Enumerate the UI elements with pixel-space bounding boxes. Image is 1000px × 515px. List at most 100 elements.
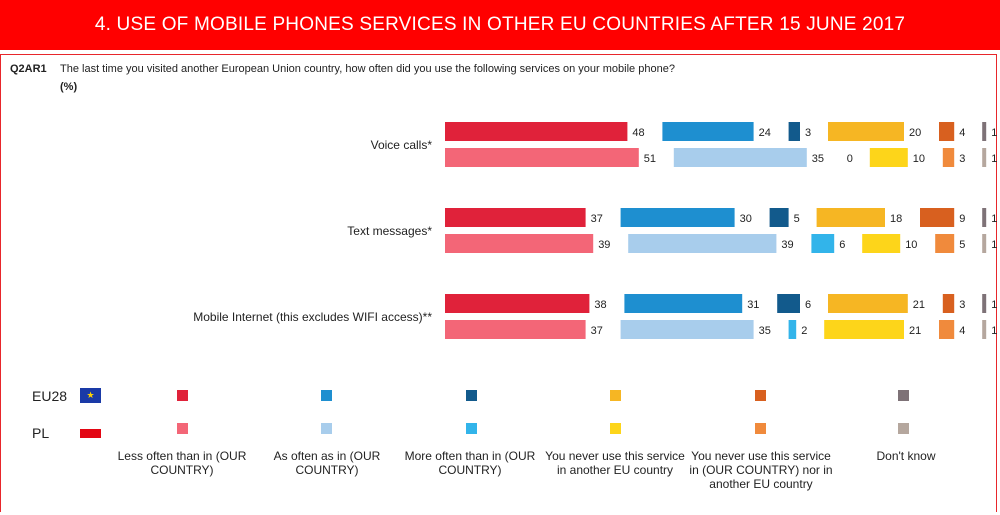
data-label: 0: [847, 153, 853, 165]
data-label: 24: [759, 127, 771, 139]
bar-pl-less-often: [445, 148, 639, 167]
legend-row-pl: PL: [32, 425, 50, 441]
data-label: 1: [991, 127, 997, 139]
legend-label-as-often: As often as in (OUR COUNTRY): [273, 449, 381, 477]
data-label: 3: [959, 299, 965, 311]
data-label: 51: [644, 153, 656, 165]
data-label: 2: [801, 325, 807, 337]
bar-eu28-less-often: [445, 294, 590, 313]
data-label: 39: [781, 239, 793, 251]
legend-swatch-pl-more-often: [466, 423, 477, 434]
bar-pl-as-often: [673, 148, 807, 167]
bar-pl-never-eu: [869, 148, 908, 167]
bar-pl-never-both: [935, 234, 955, 253]
data-label: 10: [913, 153, 925, 165]
question-code: Q2AR1: [10, 63, 47, 75]
legend-label-less-often: Less often than in (OUR COUNTRY): [117, 449, 247, 477]
chart-frame: [0, 54, 997, 512]
bar-pl-never-eu: [862, 234, 901, 253]
bar-pl-as-often: [628, 234, 777, 253]
bar-eu28-never-eu: [828, 122, 904, 141]
legend-swatch-eu28-never-both: [755, 390, 766, 401]
bar-eu28-never-both: [942, 294, 955, 313]
data-label: 3: [959, 153, 965, 165]
legend-label-never-both: You never use this service in (OUR COUNT…: [689, 449, 833, 491]
bar-pl-dont-know: [982, 234, 987, 253]
question-text: The last time you visited another Europe…: [60, 63, 675, 75]
bar-pl-never-eu: [824, 320, 904, 339]
data-label: 3: [805, 127, 811, 139]
data-label: 37: [591, 325, 603, 337]
bar-pl-less-often: [445, 320, 586, 339]
bar-eu28-less-often: [445, 208, 586, 227]
data-label: 35: [812, 153, 824, 165]
data-label: 18: [890, 213, 902, 225]
data-label: 10: [905, 239, 917, 251]
bar-pl-more-often: [811, 234, 835, 253]
category-label: Voice calls*: [371, 138, 433, 152]
legend-label-never-eu: You never use this service in another EU…: [545, 449, 685, 477]
data-label: 21: [909, 325, 921, 337]
data-label: 4: [959, 127, 965, 139]
legend-swatch-pl-never-eu: [610, 423, 621, 434]
data-label: 5: [794, 213, 800, 225]
legend-label-dont-know: Don't know: [876, 449, 936, 463]
data-label: 1: [991, 153, 997, 165]
category-label: Mobile Internet (this excludes WIFI acce…: [193, 310, 432, 324]
legend-swatch-pl-never-both: [755, 423, 766, 434]
legend-swatch-eu28-as-often: [321, 390, 332, 401]
legend-swatch-eu28-more-often: [466, 390, 477, 401]
data-label: 30: [740, 213, 752, 225]
legend-label-more-often: More often than in (OUR COUNTRY): [404, 449, 536, 477]
data-label: 4: [959, 325, 965, 337]
page-title: 4. USE OF MOBILE PHONES SERVICES IN OTHE…: [0, 0, 1000, 50]
data-label: 38: [594, 299, 606, 311]
bar-eu28-as-often: [662, 122, 754, 141]
bar-eu28-as-often: [620, 208, 735, 227]
data-label: 1: [991, 239, 997, 251]
bar-pl-less-often: [445, 234, 594, 253]
unit-label: (%): [60, 81, 78, 93]
legend-swatch-eu28-less-often: [177, 390, 188, 401]
data-label: 37: [591, 213, 603, 225]
data-label: 48: [632, 127, 644, 139]
bar-pl-dont-know: [982, 320, 987, 339]
bar-eu28-more-often: [777, 294, 800, 313]
bar-pl-never-both: [939, 320, 955, 339]
bar-eu28-never-both: [939, 122, 955, 141]
legend-row-eu28: EU28: [32, 388, 68, 404]
bar-pl-as-often: [620, 320, 754, 339]
bar-eu28-dont-know: [982, 122, 987, 141]
legend-swatch-pl-dont-know: [898, 423, 909, 434]
data-label: 1: [991, 325, 997, 337]
data-label: 6: [805, 299, 811, 311]
bar-eu28-dont-know: [982, 208, 987, 227]
legend-swatch-eu28-never-eu: [610, 390, 621, 401]
data-label: 35: [759, 325, 771, 337]
category-label: Text messages*: [347, 224, 432, 238]
bar-pl-more-often: [788, 320, 797, 339]
data-label: 21: [913, 299, 925, 311]
bar-eu28-never-eu: [816, 208, 885, 227]
legend-swatch-eu28-dont-know: [898, 390, 909, 401]
bar-pl-dont-know: [982, 148, 987, 167]
bar-pl-never-both: [942, 148, 955, 167]
poland-flag-icon: [80, 429, 101, 438]
legend-swatch-pl-as-often: [321, 423, 332, 434]
data-label: 31: [747, 299, 759, 311]
bar-eu28-never-both: [920, 208, 955, 227]
data-label: 20: [909, 127, 921, 139]
bar-eu28-less-often: [445, 122, 628, 141]
data-label: 6: [839, 239, 845, 251]
bar-eu28-never-eu: [828, 294, 908, 313]
data-label: 1: [991, 213, 997, 225]
data-label: 9: [959, 213, 965, 225]
bar-eu28-dont-know: [982, 294, 987, 313]
data-label: 39: [598, 239, 610, 251]
legend-swatch-pl-less-often: [177, 423, 188, 434]
bar-eu28-as-often: [624, 294, 743, 313]
eu-flag-icon: ★: [80, 388, 101, 403]
bar-eu28-more-often: [788, 122, 800, 141]
data-label: 1: [991, 299, 997, 311]
